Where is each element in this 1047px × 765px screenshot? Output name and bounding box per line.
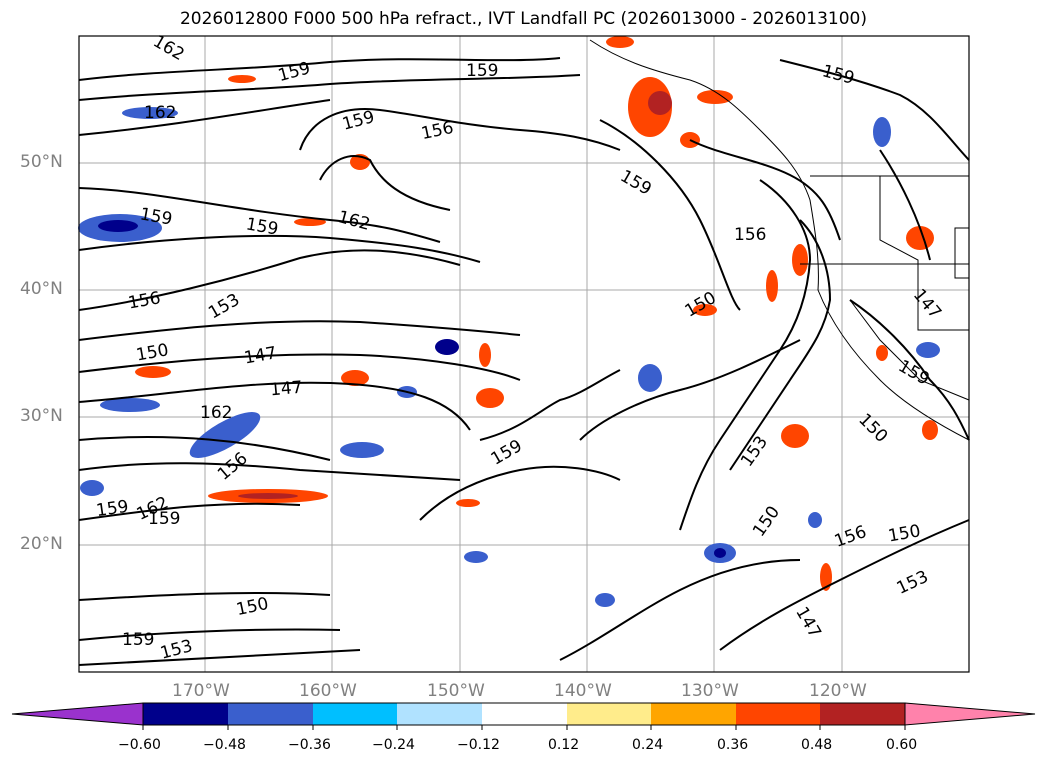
colorbar-tick-label: −0.24: [372, 737, 415, 753]
colorbar: [11, 702, 1036, 730]
colorbar-tick-label: −0.60: [118, 737, 161, 753]
map-background: [79, 36, 969, 672]
colorbar-segment: [567, 703, 651, 725]
contour-label: 159: [148, 509, 180, 529]
lon-label: 140°W: [554, 681, 612, 701]
lat-label: 40°N: [20, 279, 63, 299]
colorbar-tick-label: −0.48: [203, 737, 246, 753]
colorbar-segment: [143, 703, 228, 725]
colorbar-segment: [736, 703, 820, 725]
colorbar-tick-label: 0.60: [886, 737, 918, 753]
colorbar-segment: [820, 703, 905, 725]
contour-label: 159: [466, 61, 498, 81]
colorbar-segment: [651, 703, 736, 725]
contour-label: 162: [144, 103, 176, 123]
lon-label: 160°W: [299, 681, 357, 701]
colorbar-segment: [313, 703, 397, 725]
contour-label: 156: [734, 225, 766, 245]
lon-label: 130°W: [681, 681, 739, 701]
graticule: [79, 36, 969, 672]
contour-label: 159: [95, 497, 130, 521]
colorbar-segment: [482, 703, 567, 725]
colorbar-tick-label: −0.12: [457, 737, 500, 753]
lat-label: 20°N: [20, 534, 63, 554]
coastlines: [589, 39, 970, 441]
lon-label: 170°W: [172, 681, 230, 701]
lon-label: 150°W: [427, 681, 485, 701]
colorbar-tick-label: 0.24: [632, 737, 664, 753]
colorbar-tick-label: 0.12: [548, 737, 580, 753]
colorbar-tick-label: 0.36: [717, 737, 749, 753]
contour-label: 162: [200, 403, 232, 423]
contour-label: 147: [269, 378, 303, 401]
colorbar-tick-label: 0.48: [801, 737, 833, 753]
colorbar-extend-max: [904, 702, 1036, 726]
contour-label: 159: [122, 630, 154, 650]
colorbar-extend-min: [11, 702, 144, 726]
map-frame: [78, 35, 970, 673]
lat-label: 30°N: [20, 406, 63, 426]
map-title: 2026012800 F000 500 hPa refract., IVT La…: [179, 9, 867, 29]
lon-label: 120°W: [809, 681, 867, 701]
colorbar-tick-label: −0.36: [288, 737, 331, 753]
colorbar-segment: [228, 703, 313, 725]
contour-lines: [78, 57, 970, 666]
colorbar-segment: [397, 703, 482, 725]
lat-label: 50°N: [20, 152, 63, 172]
